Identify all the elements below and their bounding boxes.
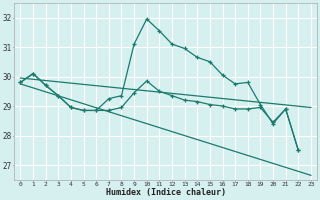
X-axis label: Humidex (Indice chaleur): Humidex (Indice chaleur) bbox=[106, 188, 226, 197]
